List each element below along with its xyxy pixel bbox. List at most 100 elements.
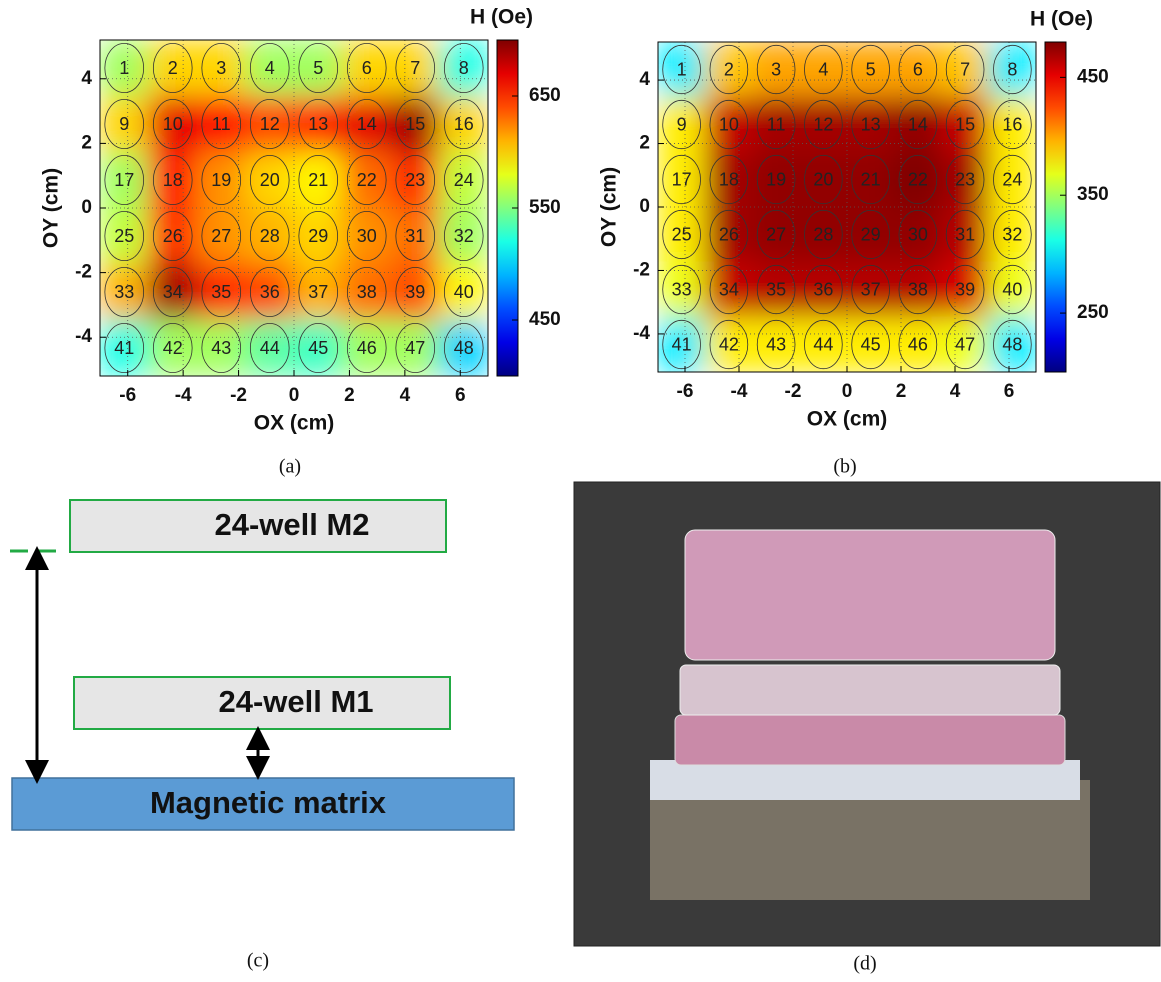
well-number: 16 [454, 114, 474, 134]
well-number: 46 [357, 338, 377, 358]
well-number: 17 [672, 169, 692, 189]
well-number: 24 [1002, 169, 1022, 189]
colorbar [1045, 42, 1066, 372]
y-tick-label: -4 [75, 326, 92, 347]
panel-label: (c) [247, 950, 269, 972]
well-number: 32 [1002, 224, 1022, 244]
colorbar-tick-label: 450 [1077, 66, 1109, 87]
well-number: 37 [861, 279, 881, 299]
plate-label: 24-well M2 [214, 507, 369, 542]
well-number: 34 [719, 279, 739, 299]
well-number: 32 [454, 226, 474, 246]
well-number: 29 [861, 224, 881, 244]
well-number: 35 [766, 279, 786, 299]
y-tick-label: 4 [81, 68, 92, 89]
well-number: 43 [766, 334, 786, 354]
x-tick-label: -6 [677, 381, 694, 402]
well-number: 44 [260, 338, 280, 358]
x-axis-label: OX (cm) [807, 408, 888, 431]
well-number: 8 [1007, 59, 1017, 79]
well-number: 6 [362, 58, 372, 78]
panel-label: (a) [279, 456, 301, 478]
well-number: 19 [211, 170, 231, 190]
x-tick-label: 0 [289, 385, 300, 406]
matrix-label: Magnetic matrix [150, 785, 387, 820]
panel-label: (d) [853, 953, 876, 975]
well-number: 33 [672, 279, 692, 299]
x-tick-label: -2 [230, 385, 247, 406]
well-number: 18 [163, 170, 183, 190]
well-number: 5 [866, 59, 876, 79]
well-number: 21 [861, 169, 881, 189]
colorbar-title: H (Oe) [1030, 8, 1093, 31]
well-number: 33 [114, 282, 134, 302]
well-number: 2 [724, 59, 734, 79]
well-number: 36 [260, 282, 280, 302]
panel-label: (b) [833, 456, 856, 478]
well-number: 15 [405, 114, 425, 134]
colorbar-tick-label: 250 [1077, 302, 1109, 323]
well-number: 10 [163, 114, 183, 134]
photo [574, 482, 1160, 946]
well-number: 28 [813, 224, 833, 244]
well-number: 42 [163, 338, 183, 358]
well-number: 29 [308, 226, 328, 246]
well-number: 37 [308, 282, 328, 302]
well-number: 27 [211, 226, 231, 246]
well-number: 16 [1002, 114, 1022, 134]
well-number: 1 [119, 58, 129, 78]
well-number: 7 [410, 58, 420, 78]
well-number: 47 [405, 338, 425, 358]
colorbar-tick-label: 650 [529, 85, 561, 106]
y-axis-label: OY (cm) [598, 167, 621, 247]
well-number: 48 [1002, 334, 1022, 354]
x-tick-label: -6 [119, 385, 136, 406]
well-number: 11 [767, 114, 786, 134]
well-number: 22 [908, 169, 928, 189]
plate-m2 [685, 530, 1055, 660]
y-tick-label: 2 [639, 133, 650, 154]
well-number: 39 [405, 282, 425, 302]
well-number: 47 [955, 334, 975, 354]
x-tick-label: 2 [896, 381, 907, 402]
x-tick-label: 4 [400, 385, 411, 406]
well-number: 30 [357, 226, 377, 246]
well-number: 34 [163, 282, 183, 302]
well-number: 44 [813, 334, 833, 354]
x-tick-label: 6 [455, 385, 466, 406]
well-number: 13 [308, 114, 328, 134]
colorbar-tick-label: 350 [1077, 184, 1109, 205]
figure: (a) (b) (c) (d) 24-well M2 24-well M1 Ma… [0, 0, 1161, 982]
well-number: 25 [672, 224, 692, 244]
well-number: 11 [212, 114, 231, 134]
well-number: 2 [168, 58, 178, 78]
y-tick-label: 2 [81, 132, 92, 153]
well-number: 41 [114, 338, 134, 358]
well-number: 17 [114, 170, 134, 190]
x-tick-label: 4 [950, 381, 961, 402]
well-number: 14 [357, 114, 377, 134]
well-number: 12 [813, 114, 833, 134]
y-tick-label: -4 [633, 323, 650, 344]
well-number: 10 [719, 114, 739, 134]
well-number: 3 [771, 59, 781, 79]
x-axis-label: OX (cm) [254, 412, 335, 435]
paper [650, 760, 1080, 800]
well-number: 14 [908, 114, 928, 134]
well-number: 24 [454, 170, 474, 190]
well-number: 25 [114, 226, 134, 246]
well-number: 23 [955, 169, 975, 189]
well-number: 39 [955, 279, 975, 299]
well-number: 42 [719, 334, 739, 354]
y-axis-label: OY (cm) [40, 168, 63, 248]
well-number: 4 [265, 58, 275, 78]
y-tick-label: 0 [639, 196, 650, 217]
colorbar-tick-label: 450 [529, 309, 561, 330]
well-number: 40 [454, 282, 474, 302]
well-number: 20 [813, 169, 833, 189]
plate-m1 [675, 715, 1065, 765]
well-number: 18 [719, 169, 739, 189]
y-tick-label: -2 [633, 259, 650, 280]
well-number: 19 [766, 169, 786, 189]
well-number: 23 [405, 170, 425, 190]
